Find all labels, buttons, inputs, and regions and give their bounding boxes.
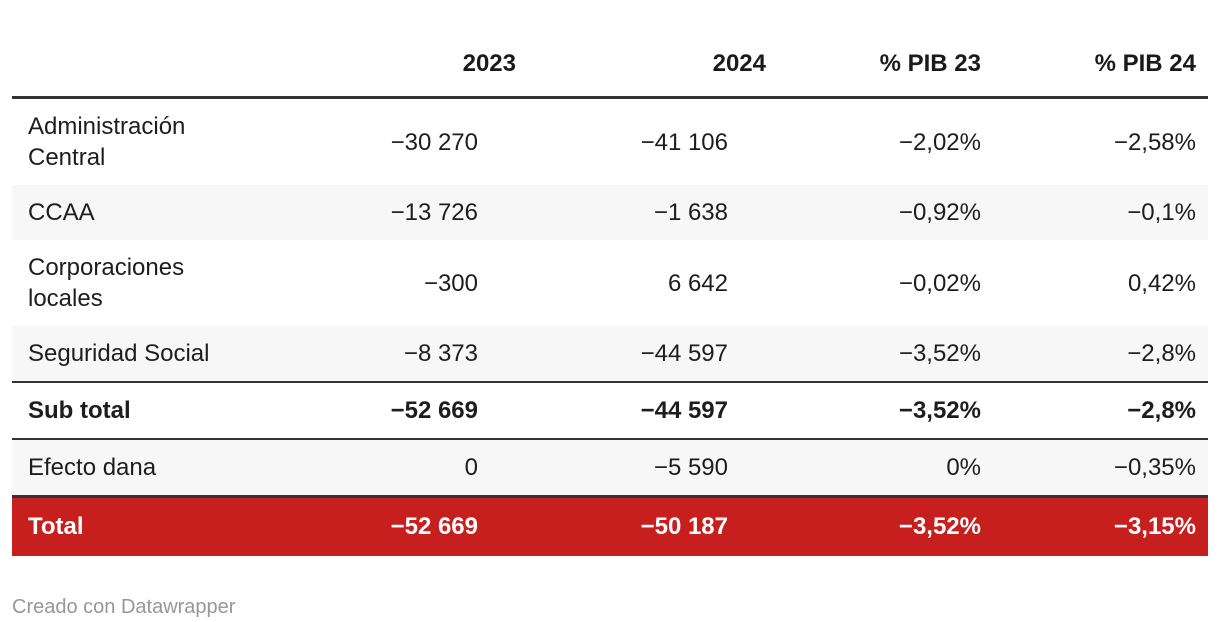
table-row-seguridad-social: Seguridad Social −8 373 −44 597 −3,52% −… xyxy=(12,326,1208,382)
cell-2023: −8 373 xyxy=(403,340,478,367)
cell-pib-23: −3,52% xyxy=(898,340,981,367)
cell-2024: −1 638 xyxy=(653,199,728,226)
attribution: Creado con Datawrapper xyxy=(12,596,1208,619)
cell-pib-24: −0,35% xyxy=(1113,454,1196,481)
cell-2024: −41 106 xyxy=(640,128,728,156)
cell-2023: −52 669 xyxy=(252,495,528,556)
cell-pib-23: −2,02% xyxy=(898,128,981,156)
row-label: Seguridad Social xyxy=(28,340,210,367)
header-2023: 2023 xyxy=(252,36,528,99)
cell-2024: 6 642 xyxy=(667,269,728,297)
table-row-sub-total: Sub total −52 669 −44 597 −3,52% −2,8% xyxy=(12,381,1208,440)
cell-2023: −13 726 xyxy=(390,199,478,226)
cell-pib-23: −3,52% xyxy=(778,495,993,556)
header-pib-24: % PIB 24 xyxy=(993,36,1208,99)
cell-2024: −50 187 xyxy=(528,495,778,556)
cell-pib-24: −2,8% xyxy=(993,381,1208,440)
cell-2023: −30 270 xyxy=(390,128,478,156)
table-row-administracion-central: Administración Central −30 270 −41 106 −… xyxy=(12,98,1208,186)
header-empty xyxy=(12,36,252,99)
cell-2023: −300 xyxy=(423,269,478,297)
cell-2023: 0 xyxy=(464,454,478,481)
datawrapper-attribution-link[interactable]: Creado con Datawrapper xyxy=(12,596,236,618)
row-label: Corporaciones locales xyxy=(28,254,185,312)
cell-pib-24: 0,42% xyxy=(1127,269,1196,297)
header-2024: 2024 xyxy=(528,36,778,99)
cell-pib-23: −0,92% xyxy=(898,199,981,226)
cell-pib-23: −3,52% xyxy=(778,381,993,440)
table-row-efecto-dana: Efecto dana 0 −5 590 0% −0,35% xyxy=(12,439,1208,497)
data-table: 2023 2024 % PIB 23 % PIB 24 Administraci… xyxy=(12,36,1208,556)
cell-2024: −5 590 xyxy=(653,454,728,481)
cell-pib-23: −0,02% xyxy=(898,269,981,297)
header-pib-23: % PIB 23 xyxy=(778,36,993,99)
cell-pib-24: −2,8% xyxy=(1127,340,1196,367)
cell-pib-24: −3,15% xyxy=(993,495,1208,556)
table-row-ccaa: CCAA −13 726 −1 638 −0,92% −0,1% xyxy=(12,185,1208,240)
table-row-corporaciones-locales: Corporaciones locales −300 6 642 −0,02% … xyxy=(12,240,1208,326)
cell-pib-24: −2,58% xyxy=(1113,128,1196,156)
row-label: CCAA xyxy=(28,199,95,226)
row-label: Total xyxy=(12,495,252,556)
header-row: 2023 2024 % PIB 23 % PIB 24 xyxy=(12,36,1208,99)
cell-pib-23: 0% xyxy=(946,454,981,481)
row-label: Sub total xyxy=(12,381,252,440)
cell-2024: −44 597 xyxy=(640,340,728,367)
cell-2023: −52 669 xyxy=(252,381,528,440)
table-row-total: Total −52 669 −50 187 −3,52% −3,15% xyxy=(12,495,1208,556)
row-label: Administración Central xyxy=(28,113,186,171)
cell-2024: −44 597 xyxy=(528,381,778,440)
row-label: Efecto dana xyxy=(28,454,157,481)
cell-pib-24: −0,1% xyxy=(1127,199,1196,226)
